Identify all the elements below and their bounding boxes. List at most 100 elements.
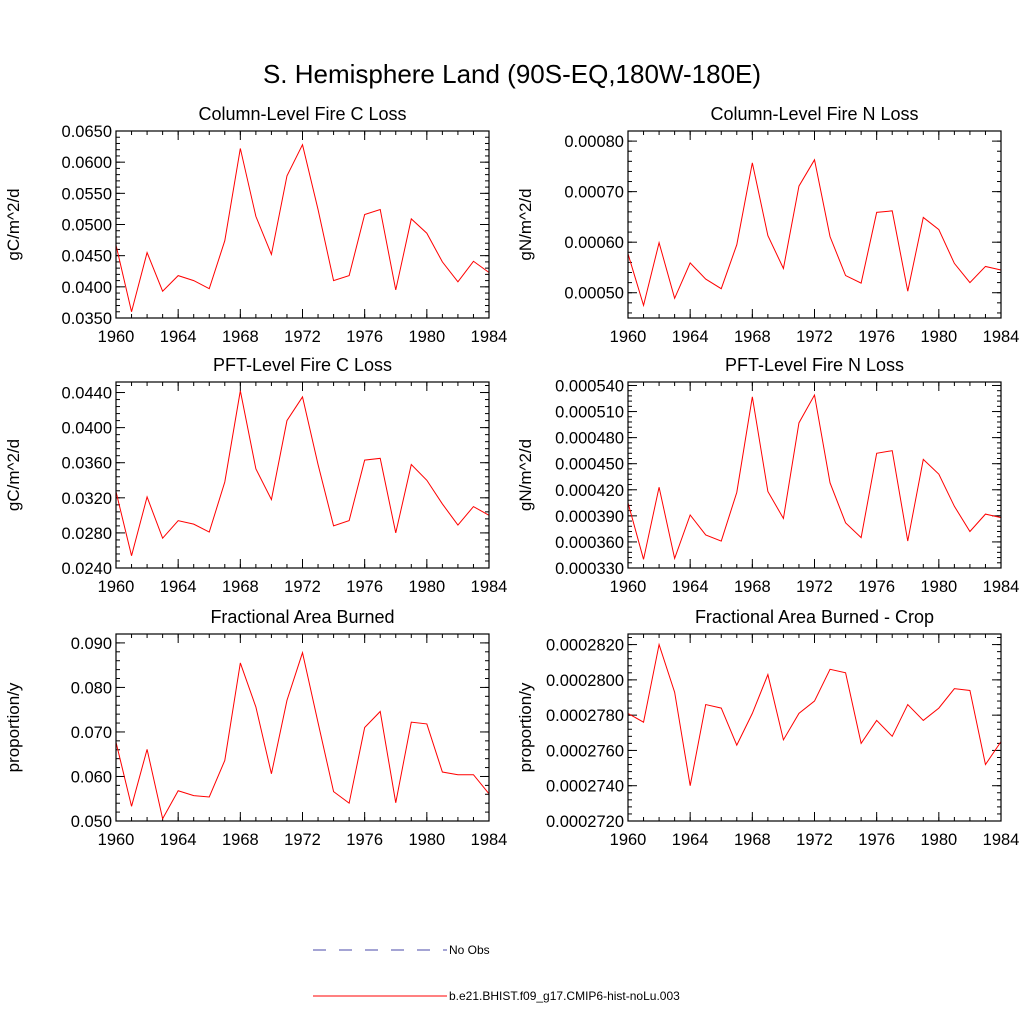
y-tick-label: 0.050 <box>71 813 112 831</box>
y-tick-label: 0.080 <box>71 679 112 697</box>
y-tick-label: 0.0320 <box>62 490 112 508</box>
plot-frame <box>627 381 1002 569</box>
x-tick-label: 1960 <box>610 328 647 346</box>
y-tick-label: 0.0350 <box>62 310 112 328</box>
minor-ticks <box>115 382 490 569</box>
y-tick-label: 0.00070 <box>564 184 624 202</box>
y-tick-label: 0.0400 <box>62 420 112 438</box>
x-tick-label: 1964 <box>672 831 709 849</box>
minor-ticks <box>627 634 1002 822</box>
y-tick-label: 0.0280 <box>62 525 112 543</box>
y-axis-label: proportion/y <box>516 682 535 772</box>
x-tick-label: 1960 <box>98 328 135 346</box>
series-line <box>115 390 490 556</box>
x-tick-label: 1976 <box>346 328 383 346</box>
x-tick-label: 1972 <box>284 328 321 346</box>
y-tick-label: 0.0002760 <box>546 742 624 760</box>
x-tick-label: 1976 <box>858 578 895 596</box>
legend: No Obs b.e21.BHIST.f09_g17.CMIP6-hist-no… <box>313 943 680 1003</box>
y-tick-label: 0.00060 <box>564 234 624 252</box>
minor-ticks <box>115 130 490 319</box>
x-tick-label: 1968 <box>222 328 259 346</box>
chart-panel: PFT-Level Fire C Loss gC/m^2/d 1960 1964 196… <box>4 355 507 596</box>
plot-frame <box>627 130 1002 319</box>
chart-panels: Column-Level Fire C Loss gC/m^2/d 1960 1964… <box>4 104 1019 849</box>
x-tick-label: 1960 <box>98 831 135 849</box>
x-tick-label: 1964 <box>160 578 197 596</box>
y-tick-label: 0.060 <box>71 768 112 786</box>
x-tick-label: 1968 <box>734 578 771 596</box>
series-line <box>115 650 490 821</box>
minor-ticks <box>627 382 1002 569</box>
panel-title: PFT-Level Fire N Loss <box>725 355 904 375</box>
x-tick-label: 1984 <box>471 328 508 346</box>
x-tick-label: 1980 <box>920 328 957 346</box>
x-tick-label: 1984 <box>983 831 1020 849</box>
x-tick-label: 1964 <box>160 328 197 346</box>
y-tick-label: 0.0500 <box>62 217 112 235</box>
x-tick-label: 1976 <box>858 328 895 346</box>
x-tick-label: 1968 <box>734 831 771 849</box>
x-tick-label: 1972 <box>796 328 833 346</box>
x-tick-label: 1972 <box>284 578 321 596</box>
y-tick-label: 0.0360 <box>62 455 112 473</box>
y-tick-label: 0.000360 <box>555 534 624 552</box>
y-tick-label: 0.0400 <box>62 279 112 297</box>
y-tick-label: 0.0650 <box>62 123 112 141</box>
y-tick-label: 0.0002720 <box>546 813 624 831</box>
figure-title: S. Hemisphere Land (90S-EQ,180W-180E) <box>263 59 761 89</box>
panel-title: Column-Level Fire N Loss <box>710 104 918 124</box>
plot-frame <box>115 130 490 319</box>
x-tick-label: 1968 <box>222 578 259 596</box>
x-tick-label: 1980 <box>920 831 957 849</box>
x-tick-label: 1984 <box>983 328 1020 346</box>
y-tick-label: 0.0450 <box>62 248 112 266</box>
y-tick-label: 0.000330 <box>555 560 624 578</box>
chart-panel: Column-Level Fire N Loss gN/m^2/d 1960 1964… <box>516 104 1019 346</box>
legend-label-model-run: b.e21.BHIST.f09_g17.CMIP6-hist-noLu.003 <box>449 989 680 1003</box>
y-tick-label: 0.0600 <box>62 154 112 172</box>
y-tick-label: 0.0002820 <box>546 637 624 655</box>
chart-panel: Fractional Area Burned proportion/y 1960 19… <box>4 607 507 849</box>
x-tick-label: 1984 <box>983 578 1020 596</box>
x-tick-label: 1964 <box>672 578 709 596</box>
panel-title: Column-Level Fire C Loss <box>198 104 406 124</box>
panel-title: PFT-Level Fire C Loss <box>213 355 392 375</box>
x-tick-label: 1976 <box>858 831 895 849</box>
x-tick-label: 1984 <box>471 578 508 596</box>
y-tick-label: 0.0440 <box>62 385 112 403</box>
plot-frame <box>115 381 490 569</box>
x-tick-label: 1968 <box>222 831 259 849</box>
y-axis-label: gN/m^2/d <box>516 188 535 260</box>
legend-label-no-obs: No Obs <box>449 943 490 957</box>
x-tick-label: 1964 <box>160 831 197 849</box>
chart-panel: PFT-Level Fire N Loss gN/m^2/d 1960 1964 196… <box>516 355 1019 596</box>
y-tick-label: 0.0002740 <box>546 778 624 796</box>
y-axis-label: proportion/y <box>4 682 23 772</box>
x-tick-label: 1972 <box>796 578 833 596</box>
y-tick-label: 0.000450 <box>555 456 624 474</box>
series-line <box>115 143 490 312</box>
x-tick-label: 1972 <box>284 831 321 849</box>
y-tick-label: 0.000390 <box>555 508 624 526</box>
panel-title: Fractional Area Burned <box>210 607 394 627</box>
x-tick-label: 1976 <box>346 831 383 849</box>
y-tick-label: 0.0550 <box>62 185 112 203</box>
minor-ticks <box>115 633 490 822</box>
y-axis-label: gC/m^2/d <box>4 439 23 511</box>
x-tick-label: 1968 <box>734 328 771 346</box>
y-tick-label: 0.0002800 <box>546 672 624 690</box>
y-tick-label: 0.000480 <box>555 430 624 448</box>
chart-panel: Fractional Area Burned - Crop proportion/… <box>516 607 1019 849</box>
x-tick-label: 1960 <box>610 578 647 596</box>
y-tick-label: 0.00050 <box>564 285 624 303</box>
y-axis-label: gC/m^2/d <box>4 188 23 260</box>
series-line <box>627 158 1002 308</box>
y-tick-label: 0.000510 <box>555 404 624 422</box>
panel-title: Fractional Area Burned - Crop <box>695 607 934 627</box>
chart-panel: Column-Level Fire C Loss gC/m^2/d 1960 1964… <box>4 104 507 346</box>
series-line <box>627 642 1002 786</box>
x-tick-label: 1980 <box>408 578 445 596</box>
x-tick-label: 1976 <box>346 578 383 596</box>
plot-frame <box>627 633 1002 822</box>
